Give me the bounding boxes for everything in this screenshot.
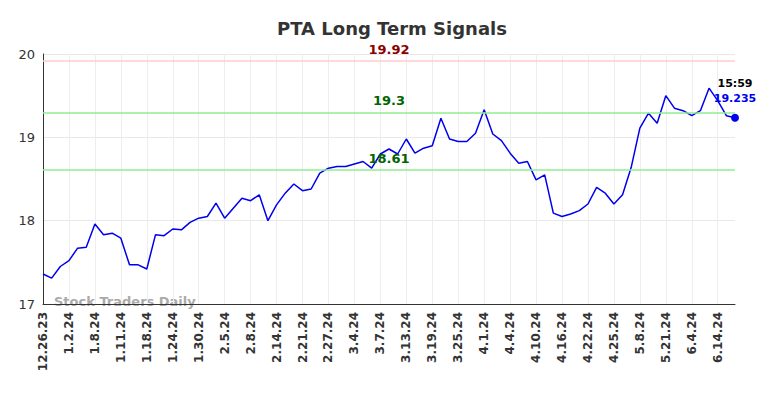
svg-text:4.1.24: 4.1.24 [477,312,491,355]
svg-text:4.10.24: 4.10.24 [529,312,543,363]
svg-text:2.8.24: 2.8.24 [244,312,258,355]
svg-text:3.4.24: 3.4.24 [347,312,361,355]
svg-text:3.7.24: 3.7.24 [373,312,387,355]
svg-text:1.24.24: 1.24.24 [166,312,180,363]
svg-text:1.18.24: 1.18.24 [140,312,154,363]
svg-text:4.4.24: 4.4.24 [503,312,517,355]
svg-text:6.14.24: 6.14.24 [711,312,725,363]
svg-text:5.8.24: 5.8.24 [633,312,647,355]
svg-text:1.8.24: 1.8.24 [88,312,102,355]
svg-text:5.21.24: 5.21.24 [659,312,673,363]
svg-text:17: 17 [18,297,35,312]
svg-text:2.14.24: 2.14.24 [270,312,284,363]
svg-text:20: 20 [18,47,35,62]
svg-text:18.61: 18.61 [368,151,409,166]
svg-text:PTA Long Term Signals: PTA Long Term Signals [277,18,507,39]
svg-text:3.25.24: 3.25.24 [451,312,465,363]
svg-text:3.13.24: 3.13.24 [399,312,413,363]
svg-text:19.3: 19.3 [373,93,405,108]
svg-text:19: 19 [18,130,35,145]
svg-text:2.27.24: 2.27.24 [321,312,335,363]
svg-text:2.5.24: 2.5.24 [218,312,232,355]
svg-text:19.235: 19.235 [714,92,756,105]
svg-text:6.4.24: 6.4.24 [685,312,699,355]
svg-text:2.21.24: 2.21.24 [296,312,310,363]
svg-text:Stock Traders Daily: Stock Traders Daily [54,294,196,309]
svg-text:1.2.24: 1.2.24 [62,312,76,355]
svg-text:19.92: 19.92 [368,42,409,57]
svg-text:1.11.24: 1.11.24 [114,312,128,363]
svg-text:15:59: 15:59 [717,77,752,90]
svg-text:18: 18 [18,213,35,228]
svg-text:3.19.24: 3.19.24 [425,312,439,363]
svg-text:12.26.23: 12.26.23 [36,312,50,371]
svg-text:4.22.24: 4.22.24 [581,312,595,363]
svg-text:4.25.24: 4.25.24 [607,312,621,363]
svg-text:1.30.24: 1.30.24 [192,312,206,363]
svg-text:4.16.24: 4.16.24 [555,312,569,363]
